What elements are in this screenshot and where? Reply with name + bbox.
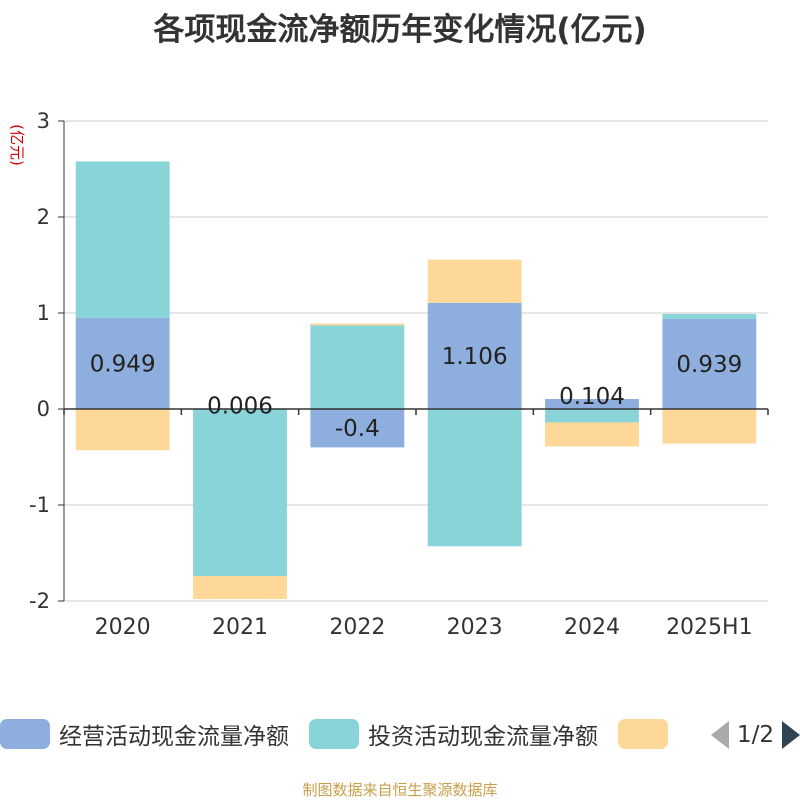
x-tick-label: 2024 <box>564 615 620 640</box>
bar-2-2024 <box>545 409 639 423</box>
y-tick-label: -2 <box>29 589 50 613</box>
x-tick-label: 2020 <box>95 615 151 640</box>
source-footer: 制图数据来自恒生聚源数据库 <box>302 781 498 799</box>
legend-label: 投资活动现金流量净额 <box>368 724 598 750</box>
x-tick-label: 2022 <box>329 615 385 640</box>
y-tick-label: 3 <box>37 109 50 133</box>
legend-item[interactable]: 投资活动现金流量净额 <box>309 717 598 751</box>
legend-pager: 1/2 <box>702 718 800 752</box>
bar-3-2021 <box>193 576 287 600</box>
bar-2-2020 <box>75 161 170 318</box>
pager-page-indicator: 1/2 <box>736 722 774 748</box>
legend-item[interactable]: 经营活动现金流量净额 <box>0 717 289 751</box>
x-tick-label: 2025H1 <box>666 615 753 640</box>
bar-3-2024 <box>545 422 639 447</box>
pager-next-icon[interactable] <box>782 721 800 749</box>
y-tick-label: 1 <box>37 301 50 325</box>
y-tick-label: 2 <box>37 205 50 229</box>
pager-prev-icon[interactable] <box>710 721 729 749</box>
data-label: 1.106 <box>442 344 508 370</box>
bar-2-2025H1 <box>662 314 757 319</box>
x-tick-label: 2023 <box>447 615 503 640</box>
data-label: 0.104 <box>559 384 625 410</box>
bar-2-2023 <box>427 409 522 547</box>
bar-3-2020 <box>75 409 170 451</box>
legend-item[interactable] <box>618 719 677 749</box>
x-tick-label: 2021 <box>212 615 268 640</box>
legend: 经营活动现金流量净额 投资活动现金流量净额 <box>0 716 800 752</box>
data-label: 0.949 <box>90 351 156 377</box>
bar-1-2020 <box>75 317 170 409</box>
bar-1-2025H1 <box>662 318 757 409</box>
bar-3-2023 <box>427 259 522 303</box>
data-label: 0.006 <box>207 393 273 419</box>
bar-2-2022 <box>310 325 405 409</box>
y-tick-label: 0 <box>37 397 50 421</box>
legend-swatch <box>618 719 668 749</box>
legend-swatch <box>0 719 50 749</box>
y-tick-label: -1 <box>29 493 50 517</box>
bar-3-2022 <box>310 323 405 326</box>
chart-title: 各项现金流净额历年变化情况(亿元) <box>153 12 647 48</box>
data-label: 0.939 <box>676 352 742 378</box>
y-axis-label: (亿元) <box>8 124 26 166</box>
data-label: -0.4 <box>335 416 380 442</box>
bar-3-2025H1 <box>662 409 757 444</box>
bar-2-2021 <box>193 409 287 577</box>
bar-1-2022 <box>310 409 405 448</box>
legend-label: 经营活动现金流量净额 <box>59 724 289 750</box>
bar-1-2024 <box>545 399 639 409</box>
bar-1-2023 <box>427 302 522 409</box>
legend-swatch <box>309 719 359 749</box>
